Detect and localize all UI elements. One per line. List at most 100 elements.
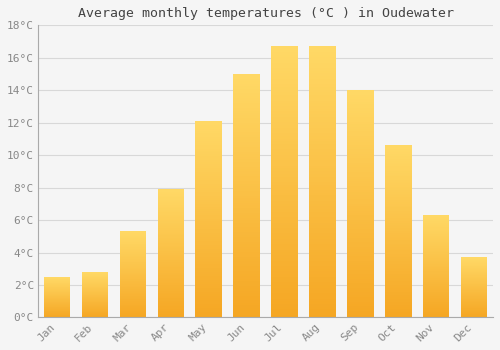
Bar — [423, 218, 450, 219]
Bar — [385, 173, 411, 175]
Bar — [347, 313, 374, 315]
Bar — [423, 231, 450, 232]
Bar — [309, 252, 336, 255]
Bar — [158, 196, 184, 197]
Bar — [272, 111, 298, 114]
Bar — [272, 65, 298, 68]
Bar — [423, 247, 450, 248]
Bar — [461, 264, 487, 265]
Bar — [347, 111, 374, 113]
Bar — [272, 82, 298, 84]
Bar — [234, 205, 260, 208]
Bar — [196, 300, 222, 302]
Bar — [347, 179, 374, 181]
Bar — [347, 220, 374, 222]
Bar — [385, 242, 411, 244]
Bar — [120, 284, 146, 285]
Bar — [82, 314, 108, 315]
Bar — [461, 260, 487, 261]
Bar — [309, 198, 336, 201]
Bar — [461, 290, 487, 291]
Bar — [309, 209, 336, 212]
Bar — [461, 314, 487, 315]
Bar — [423, 293, 450, 294]
Bar — [158, 266, 184, 267]
Bar — [347, 145, 374, 147]
Bar — [234, 113, 260, 116]
Bar — [82, 300, 108, 301]
Bar — [347, 172, 374, 174]
Bar — [309, 120, 336, 122]
Bar — [347, 304, 374, 306]
Bar — [461, 280, 487, 281]
Bar — [272, 285, 298, 288]
Bar — [158, 302, 184, 303]
Bar — [158, 262, 184, 264]
Bar — [120, 274, 146, 275]
Bar — [158, 244, 184, 246]
Bar — [423, 292, 450, 293]
Bar — [347, 299, 374, 302]
Bar — [309, 187, 336, 190]
Bar — [120, 280, 146, 281]
Bar — [234, 215, 260, 218]
Bar — [347, 252, 374, 254]
Bar — [347, 204, 374, 206]
Bar — [120, 270, 146, 271]
Bar — [196, 199, 222, 202]
Bar — [385, 240, 411, 242]
Bar — [309, 174, 336, 176]
Bar — [309, 168, 336, 171]
Bar — [120, 236, 146, 237]
Bar — [234, 298, 260, 300]
Bar — [196, 249, 222, 251]
Bar — [158, 253, 184, 255]
Bar — [234, 159, 260, 162]
Bar — [309, 125, 336, 128]
Bar — [385, 156, 411, 158]
Bar — [158, 219, 184, 220]
Bar — [158, 275, 184, 276]
Bar — [347, 222, 374, 224]
Bar — [196, 215, 222, 217]
Bar — [347, 183, 374, 186]
Bar — [234, 179, 260, 181]
Bar — [272, 100, 298, 103]
Bar — [461, 315, 487, 316]
Bar — [234, 79, 260, 81]
Bar — [234, 93, 260, 96]
Bar — [120, 294, 146, 295]
Bar — [234, 254, 260, 257]
Bar — [234, 315, 260, 317]
Bar — [234, 286, 260, 288]
Bar — [385, 248, 411, 250]
Bar — [347, 247, 374, 249]
Bar — [272, 288, 298, 290]
Bar — [234, 223, 260, 225]
Bar — [120, 272, 146, 273]
Bar — [196, 162, 222, 164]
Bar — [272, 233, 298, 236]
Bar — [196, 141, 222, 143]
Bar — [44, 315, 70, 316]
Bar — [196, 174, 222, 176]
Bar — [196, 272, 222, 274]
Bar — [82, 309, 108, 310]
Bar — [234, 237, 260, 239]
Bar — [423, 294, 450, 295]
Bar — [385, 256, 411, 257]
Bar — [385, 206, 411, 207]
Bar — [44, 299, 70, 300]
Bar — [347, 302, 374, 304]
Bar — [309, 49, 336, 52]
Bar — [423, 245, 450, 246]
Bar — [44, 277, 70, 278]
Bar — [196, 274, 222, 276]
Bar — [309, 57, 336, 60]
Bar — [82, 296, 108, 297]
Bar — [196, 288, 222, 290]
Bar — [461, 263, 487, 264]
Bar — [309, 299, 336, 301]
Bar — [309, 179, 336, 182]
Bar — [44, 282, 70, 283]
